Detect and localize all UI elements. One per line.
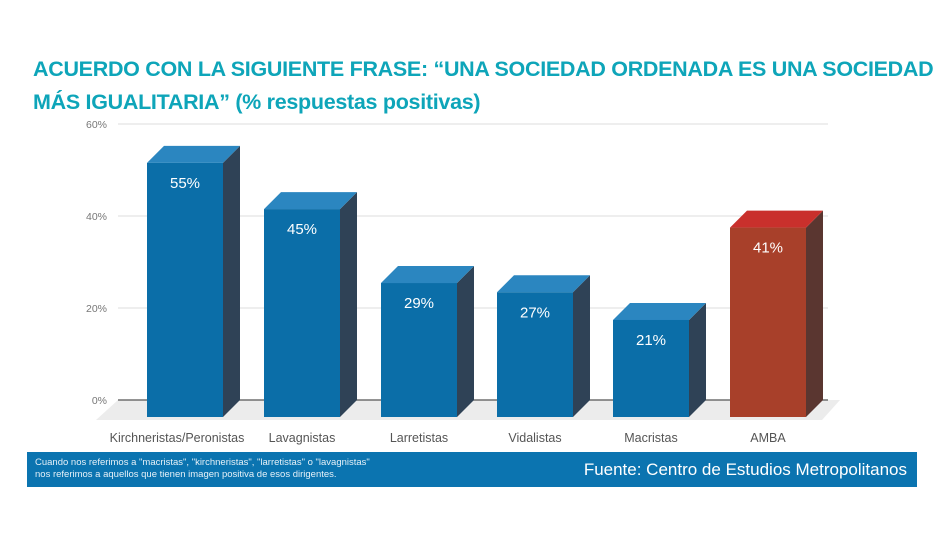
footer-banner: Cuando nos referimos a "macristas", "kir…: [27, 452, 917, 487]
bar-side: [573, 275, 590, 417]
footer-note-line-1: Cuando nos referimos a "macristas", "kir…: [35, 457, 370, 468]
x-category-label: Lavagnistas: [269, 431, 336, 445]
bar-top: [147, 145, 240, 163]
bar: [497, 292, 573, 417]
y-tick-label: 40%: [86, 211, 107, 223]
bar: [264, 209, 340, 417]
data-label: 29%: [404, 295, 434, 312]
chart-title-line-1: ACUERDO CON LA SIGUIENTE FRASE: “UNA SOC…: [33, 57, 934, 81]
data-label: 41%: [753, 240, 783, 257]
x-category-label: Kirchneristas/Peronistas: [110, 431, 245, 445]
chart-title-line-2: MÁS IGUALITARIA” (% respuestas positivas…: [33, 90, 481, 114]
data-label: 21%: [636, 332, 666, 349]
x-category-label: Larretistas: [390, 431, 448, 445]
bar-side: [340, 192, 357, 417]
y-tick-label: 20%: [86, 303, 107, 315]
footer-note: Cuando nos referimos a "macristas", "kir…: [35, 457, 370, 481]
y-tick-label: 0%: [92, 395, 107, 407]
bar: [381, 283, 457, 417]
bar-side: [457, 266, 474, 417]
x-category-label: AMBA: [750, 431, 786, 445]
x-category-label: Vidalistas: [508, 431, 561, 445]
bar-top: [730, 210, 823, 228]
source-label: Fuente: Centro de Estudios Metropolitano…: [583, 460, 907, 479]
bar: [147, 162, 223, 417]
bar-side: [806, 210, 823, 417]
bar: [730, 227, 806, 417]
footer-note-line-2: nos referimos a aquellos que tienen imag…: [35, 469, 337, 480]
bar-top: [497, 275, 590, 293]
bar-top: [381, 266, 474, 284]
data-label: 27%: [520, 304, 550, 321]
data-label: 55%: [170, 175, 200, 192]
y-tick-label: 60%: [86, 119, 107, 131]
bar-side: [689, 302, 706, 417]
bar-top: [613, 302, 706, 320]
bar-chart: 0% 20% 40% 60% 55% Kirchneristas/Peronistas 45…: [86, 119, 840, 445]
x-category-label: Macristas: [624, 431, 677, 445]
bar-top: [264, 192, 357, 210]
data-label: 45%: [287, 221, 317, 238]
bar-side: [223, 145, 240, 417]
bar: [613, 319, 689, 417]
